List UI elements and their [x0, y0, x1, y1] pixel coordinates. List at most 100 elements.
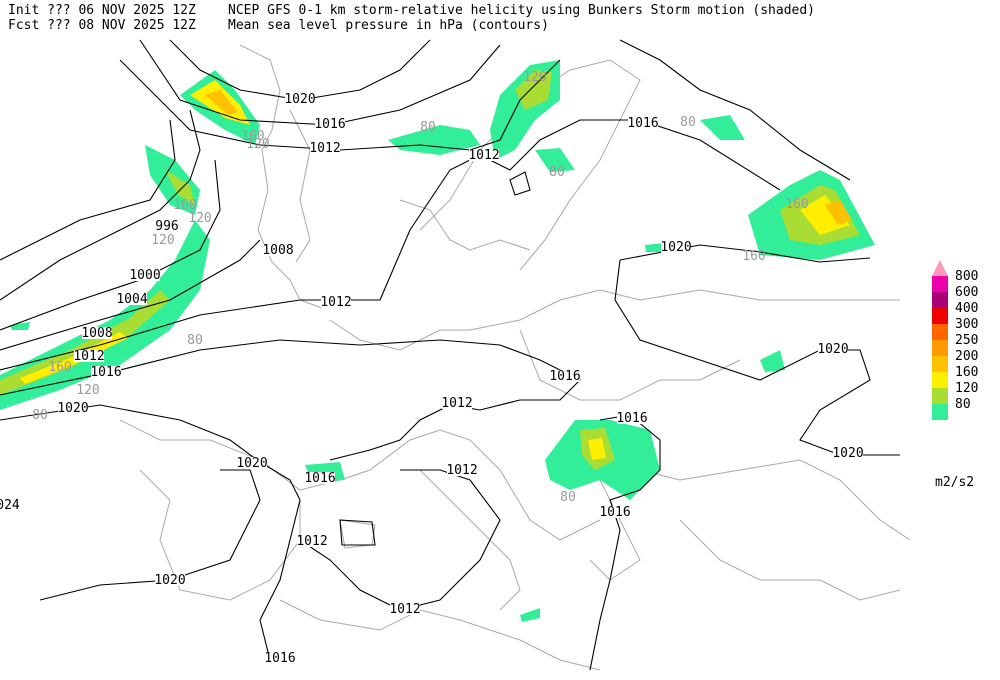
contour-label: 1008	[81, 326, 112, 341]
contour-label: 1016	[616, 411, 647, 426]
contour-label: 1016	[90, 365, 121, 380]
shading-label: 160	[785, 197, 808, 212]
contour-label-bg	[315, 118, 345, 130]
shading-label: 120	[76, 383, 99, 398]
contour-label-bg	[390, 603, 420, 615]
contour-label: 1004	[116, 292, 147, 307]
init-text: Init ??? 06 NOV 2025 12Z	[8, 3, 196, 18]
shading-label: 160	[173, 198, 196, 213]
contour-label-bg	[237, 457, 267, 469]
contour-label: 1000	[129, 268, 160, 283]
contour-label: 1020	[57, 401, 88, 416]
legend-label: 600	[955, 285, 978, 300]
contour-label-bg	[265, 652, 295, 664]
legend-label: 200	[955, 349, 978, 364]
contour-label-bg	[310, 142, 340, 154]
contour-label-bg	[263, 244, 293, 256]
contour-label: 1012	[389, 602, 420, 617]
contour-label: 1020	[236, 456, 267, 471]
contour-label-bg	[74, 350, 104, 362]
contour-label: 1012	[468, 148, 499, 163]
legend-label: 120	[955, 381, 978, 396]
contour-label-bg	[285, 93, 315, 105]
contour-label-bg	[550, 370, 580, 382]
contour-label-bg	[321, 296, 351, 308]
shading-label: 80	[32, 408, 48, 423]
contour-label-bg	[152, 220, 182, 232]
legend-swatch	[932, 372, 948, 388]
fcst-text: Fcst ??? 08 NOV 2025 12Z	[8, 18, 196, 33]
contour-label-bg	[130, 269, 160, 281]
contour-label: 1012	[320, 295, 351, 310]
shading-label: 80	[187, 333, 203, 348]
shading-label: 80	[549, 165, 565, 180]
contour-label: 1012	[296, 534, 327, 549]
shading-label: 160	[48, 360, 71, 375]
contour-label: 1012	[441, 396, 472, 411]
shading-label: 120	[523, 70, 546, 85]
contour-label-bg	[297, 535, 327, 547]
shading-label: 160	[241, 129, 264, 144]
contour-label: 024	[0, 498, 20, 513]
legend-triangle	[932, 260, 948, 276]
contour-label-bg	[818, 343, 848, 355]
legend-swatch	[932, 340, 948, 356]
shading-label: 80	[680, 115, 696, 130]
contour-label-bg	[661, 241, 691, 253]
contour-label: 1016	[549, 369, 580, 384]
contour-label: 1016	[264, 651, 295, 666]
shading-label: 120	[151, 233, 174, 248]
shading-label: 80	[560, 490, 576, 505]
contour-label-bg	[617, 412, 647, 424]
contour-label: 1020	[284, 92, 315, 107]
contour-label: 1012	[446, 463, 477, 478]
title-text: NCEP GFS 0-1 km storm-relative helicity …	[228, 3, 815, 18]
legend-label: 400	[955, 301, 978, 316]
legend-swatch	[932, 324, 948, 340]
shading-label: 80	[420, 120, 436, 135]
contour-label: 1016	[627, 116, 658, 131]
contour-label-bg	[600, 506, 630, 518]
contour-label: 1016	[599, 505, 630, 520]
legend-swatch	[932, 276, 948, 292]
contour-label-bg	[833, 447, 863, 459]
legend-swatch	[932, 388, 948, 404]
contour-label-bg	[0, 499, 23, 511]
shading-label: 120	[246, 137, 269, 152]
contour-label: 1008	[262, 243, 293, 258]
contour-label-bg	[628, 117, 658, 129]
contour-label: 1020	[832, 446, 863, 461]
contour-label-bg	[58, 402, 88, 414]
contour-label-bg	[469, 149, 499, 161]
contour-label-bg	[117, 293, 147, 305]
contour-label: 1020	[817, 342, 848, 357]
legend-swatch	[932, 356, 948, 372]
legend-label: 800	[955, 269, 978, 284]
contour-label-bg	[305, 472, 335, 484]
legend-swatch	[932, 292, 948, 308]
legend-unit: m2/s2	[935, 475, 974, 490]
legend-label: 300	[955, 317, 978, 332]
helicity-shading	[0, 60, 875, 622]
legend-label: 160	[955, 365, 978, 380]
legend-swatch	[932, 308, 948, 324]
contour-label-bg	[82, 327, 112, 339]
contour-label: 1016	[304, 471, 335, 486]
shading-label: 120	[188, 211, 211, 226]
contour-label: 996	[155, 219, 178, 234]
contour-label-bg	[91, 366, 121, 378]
contour-label: 1012	[73, 349, 104, 364]
shading-label: 160	[742, 249, 765, 264]
contour-label: 1012	[309, 141, 340, 156]
contour-label: 1020	[154, 573, 185, 588]
contour-label-bg	[442, 397, 472, 409]
legend-swatch	[932, 404, 948, 420]
contour-label: 1016	[314, 117, 345, 132]
contour-label: 1020	[660, 240, 691, 255]
legend-label: 250	[955, 333, 978, 348]
subtitle-text: Mean sea level pressure in hPa (contours…	[228, 18, 549, 33]
contour-label-bg	[447, 464, 477, 476]
